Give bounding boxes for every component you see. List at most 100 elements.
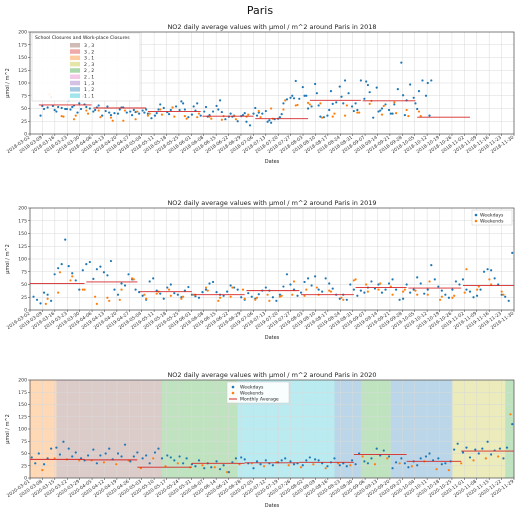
weekday-point [394, 461, 398, 464]
weekday-point [187, 116, 190, 119]
weekday-point [305, 94, 308, 97]
weekday-point [259, 463, 262, 466]
weekday-point [162, 106, 165, 110]
weekday-point [338, 297, 341, 300]
weekday-point [109, 114, 113, 117]
weekday-point [32, 295, 35, 298]
weekday-point [99, 265, 102, 268]
weekday-point [278, 293, 282, 296]
weekday-point [197, 459, 201, 462]
weekday-point [211, 280, 215, 284]
legend-swatch [70, 80, 80, 86]
weekend-point [398, 462, 401, 465]
weekday-point [123, 284, 127, 287]
weekday-point [167, 113, 171, 116]
weekend-point [85, 109, 88, 112]
weekend-point [255, 296, 259, 299]
x-axis-label: Dates [265, 159, 280, 165]
weekday-point [203, 467, 206, 470]
y-tick-label: 200 [18, 30, 27, 36]
weekday-point [403, 114, 406, 117]
weekday-point [71, 272, 74, 275]
weekend-point [488, 278, 491, 281]
weekend-point [278, 295, 282, 298]
weekend-point [284, 99, 287, 102]
weekday-point [292, 97, 296, 100]
weekend-point [484, 457, 487, 460]
weekend-point [60, 115, 63, 118]
weekday-point [257, 293, 260, 296]
weekend-point [46, 297, 49, 300]
weekday-point [268, 119, 271, 122]
y-tick-label: 100 [18, 257, 27, 263]
weekend-point [74, 114, 77, 117]
weekend-point [146, 114, 150, 117]
weekday-point [322, 116, 326, 119]
weekday-point [474, 448, 477, 451]
weekend-point [451, 296, 454, 299]
weekday-point [461, 278, 465, 281]
weekend-point [41, 469, 44, 472]
weekday-point [315, 92, 318, 95]
weekday-point [416, 107, 419, 111]
weekday-point [46, 293, 49, 296]
weekday-point [419, 457, 422, 460]
weekend-point [259, 116, 262, 119]
y-tick-label: 150 [18, 402, 27, 408]
weekday-point [132, 108, 135, 112]
weekday-point [71, 455, 74, 458]
weekday-point [296, 294, 299, 297]
weekend-point [81, 288, 84, 291]
weekday-point [55, 446, 58, 449]
weekday-point [502, 457, 505, 460]
weekday-point [453, 448, 456, 451]
chart-2019: 02550751001251501752002019-03-022019-03-… [5, 199, 515, 341]
weekday-point [461, 451, 465, 454]
weekday-point [99, 454, 102, 457]
weekend-point [120, 288, 123, 291]
weekday-point [490, 453, 493, 456]
weekend-point [136, 110, 139, 113]
weekday-point [282, 102, 285, 105]
weekday-point [303, 280, 306, 284]
weekend-point [118, 298, 121, 301]
weekday-point [391, 467, 394, 470]
weekday-point [335, 101, 338, 104]
weekday-point [42, 291, 46, 294]
weekday-point [350, 105, 354, 108]
weekday-point [423, 292, 426, 295]
weekday-point [319, 115, 322, 118]
weekday-point [169, 283, 172, 286]
weekend-point [380, 113, 384, 116]
legend-label: Weekdays [240, 385, 264, 391]
y-tick-label: 0 [24, 476, 27, 482]
weekend-point [71, 275, 74, 278]
weekday-point [174, 105, 178, 108]
weekday-point [314, 275, 317, 278]
weekend-point [410, 465, 414, 468]
weekday-point [101, 114, 104, 117]
weekday-point [504, 295, 507, 298]
weekend-point [294, 104, 297, 107]
y-tick-label: 0 [24, 132, 27, 138]
weekday-point [266, 120, 269, 123]
weekday-point [305, 459, 308, 462]
weekend-point [349, 464, 352, 467]
weekday-point [398, 298, 401, 301]
weekday-point [270, 121, 273, 124]
weekday-point [74, 279, 77, 282]
y-tick-label: 25 [21, 119, 27, 125]
weekday-point [240, 456, 243, 459]
weekday-point [210, 466, 213, 469]
weekend-point [213, 466, 216, 469]
weekday-point [389, 112, 392, 115]
weekday-point [217, 108, 220, 111]
weekday-point [148, 462, 151, 465]
weekend-point [204, 286, 208, 289]
weekday-point [421, 79, 424, 82]
legend-swatch [70, 55, 80, 61]
weekday-point [402, 297, 405, 300]
weekend-point [438, 298, 442, 301]
weekday-point [65, 107, 69, 111]
